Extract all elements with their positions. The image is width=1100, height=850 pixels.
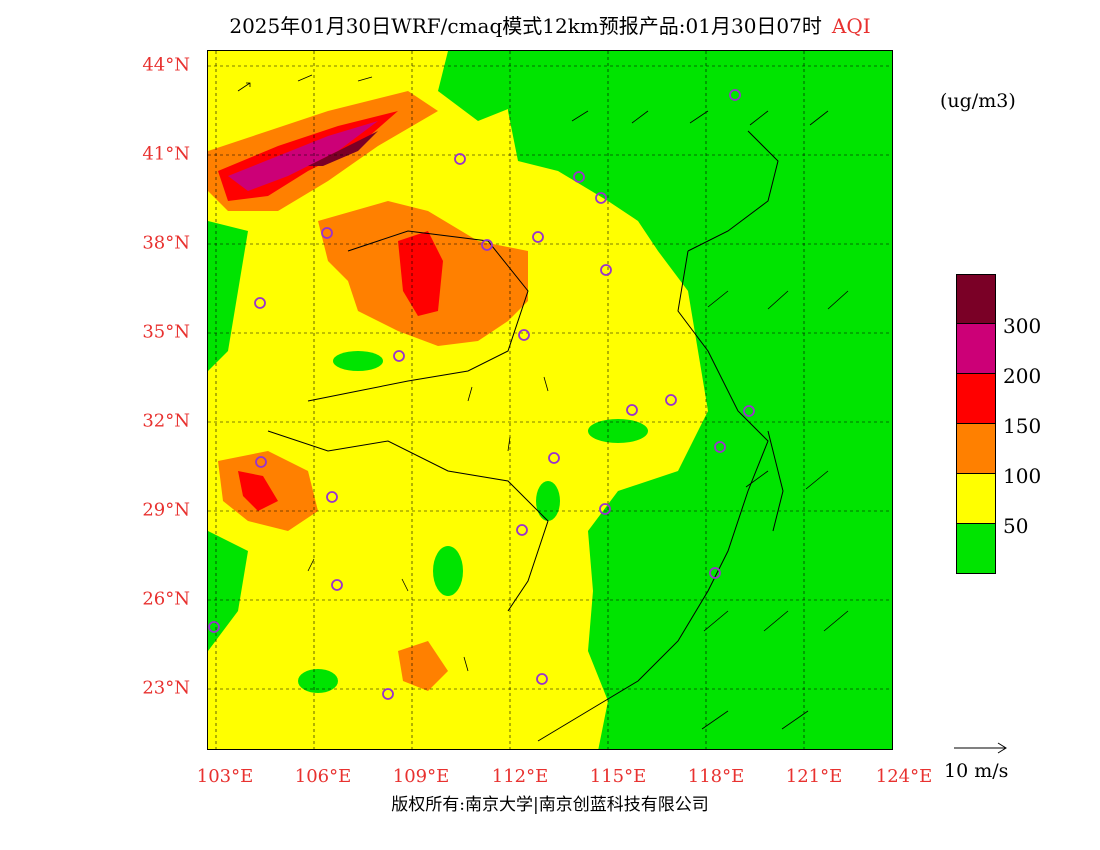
unhealthy-zone-sichuan xyxy=(238,471,278,511)
legend-swatch-good xyxy=(956,524,996,574)
lon-label-106: 106°E xyxy=(294,766,352,787)
legend-swatch-hazardous xyxy=(956,274,996,324)
lon-label-112: 112°E xyxy=(491,766,549,787)
good-patch-5 xyxy=(536,481,560,521)
copyright-text: 版权所有:南京大学|南京创蓝科技有限公司 xyxy=(391,795,709,815)
lat-label-44: 44°N xyxy=(142,54,190,76)
color-legend xyxy=(956,274,996,574)
hazardous-zone xyxy=(308,131,378,166)
wind-vectors xyxy=(237,74,849,730)
lon-label-115: 115°E xyxy=(589,766,647,787)
legend-level-300: 300 xyxy=(1003,314,1042,338)
good-patch-1 xyxy=(333,351,383,371)
lon-label-109: 109°E xyxy=(392,766,450,787)
map-title: 2025年01月30日WRF/cmaq模式12km预报产品:01月30日07时 A… xyxy=(0,10,1100,39)
boundaries xyxy=(267,130,784,742)
lon-label-118: 118°E xyxy=(687,766,745,787)
lat-label-41: 41°N xyxy=(142,143,190,165)
lat-label-29: 29°N xyxy=(142,499,190,521)
good-zone-east xyxy=(508,51,892,749)
title-variable: AQI xyxy=(831,14,871,38)
legend-level-50: 50 xyxy=(1003,514,1029,538)
wind-reference-arrow xyxy=(954,742,1007,754)
very-unhealthy-zone xyxy=(228,121,378,191)
title-text: 2025年01月30日WRF/cmaq模式12km预报产品:01月30日07时 xyxy=(229,14,822,38)
lat-label-38: 38°N xyxy=(142,232,190,254)
good-patch-3 xyxy=(433,546,463,596)
usg-zone-guangxi xyxy=(398,641,448,691)
lat-label-23: 23°N xyxy=(142,677,190,699)
legend-swatch-unhealthy xyxy=(956,374,996,424)
lat-label-35: 35°N xyxy=(142,321,190,343)
good-patch-4 xyxy=(298,669,338,693)
unhealthy-zone-north xyxy=(398,231,443,316)
graticule xyxy=(208,51,892,749)
wind-reference-label: 10 m/s xyxy=(944,760,1009,782)
station-markers xyxy=(208,89,755,700)
units-label: (ug/m3) xyxy=(940,90,1016,112)
good-patch-2 xyxy=(588,419,648,443)
aqi-map xyxy=(207,50,893,750)
lon-label-103: 103°E xyxy=(196,766,254,787)
lat-label-32: 32°N xyxy=(142,410,190,432)
good-zone-north xyxy=(438,51,528,121)
legend-swatch-moderate xyxy=(956,474,996,524)
lat-label-26: 26°N xyxy=(142,588,190,610)
legend-swatch-usg xyxy=(956,424,996,474)
legend-swatch-very-unhealthy xyxy=(956,324,996,374)
lon-label-121: 121°E xyxy=(785,766,843,787)
good-zone-west xyxy=(208,221,248,371)
good-zone-southwest xyxy=(208,531,248,651)
legend-level-200: 200 xyxy=(1003,364,1042,388)
legend-level-100: 100 xyxy=(1003,464,1042,488)
lon-label-124: 124°E xyxy=(875,766,933,787)
legend-level-150: 150 xyxy=(1003,414,1042,438)
aqi-map-canvas xyxy=(208,51,892,749)
